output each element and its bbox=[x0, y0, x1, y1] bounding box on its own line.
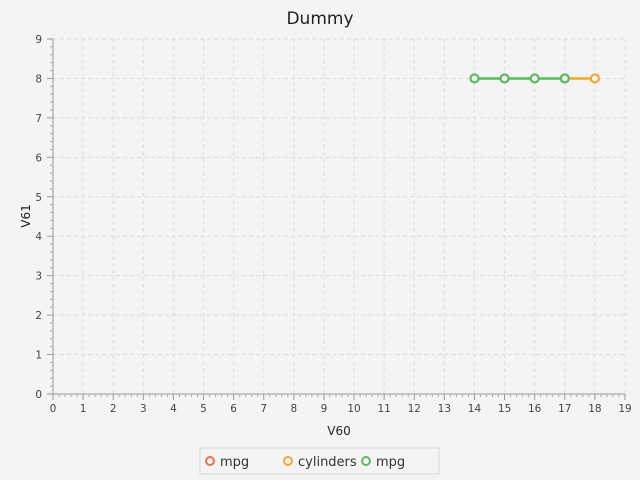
data-point bbox=[469, 73, 480, 84]
x-tick-label: 16 bbox=[528, 403, 542, 415]
y-tick-label: 7 bbox=[35, 113, 42, 125]
x-tick-label: 9 bbox=[321, 403, 328, 415]
legend-marker bbox=[283, 456, 293, 466]
data-point bbox=[559, 73, 570, 84]
x-tick-label: 10 bbox=[347, 403, 360, 415]
x-tick-label: 1 bbox=[80, 403, 87, 415]
y-tick-label: 6 bbox=[35, 152, 42, 164]
x-axis-label: V60 bbox=[327, 424, 350, 438]
y-tick-label: 1 bbox=[35, 350, 42, 362]
x-tick-label: 6 bbox=[230, 403, 237, 415]
chart-title: Dummy bbox=[286, 9, 353, 29]
y-axis-label: V61 bbox=[19, 204, 33, 227]
data-point bbox=[589, 73, 600, 84]
y-tick-label: 2 bbox=[35, 310, 42, 322]
legend: mpg cylinders mpg bbox=[199, 447, 440, 475]
x-tick-label: 3 bbox=[140, 403, 147, 415]
x-tick-label: 11 bbox=[377, 403, 390, 415]
x-tick-label: 8 bbox=[290, 403, 297, 415]
y-tick-label: 5 bbox=[35, 192, 42, 204]
y-tick-label: 0 bbox=[35, 389, 42, 401]
data-point bbox=[499, 73, 510, 84]
x-tick-label: 14 bbox=[468, 403, 482, 415]
legend-box bbox=[199, 447, 440, 475]
x-tick-label: 7 bbox=[260, 403, 267, 415]
series-group bbox=[469, 73, 600, 84]
x-tick-label: 0 bbox=[50, 403, 57, 415]
y-tick-label: 9 bbox=[35, 34, 42, 46]
y-tick-label: 8 bbox=[35, 73, 42, 85]
x-tick-label: 2 bbox=[110, 403, 117, 415]
x-tick-label: 5 bbox=[200, 403, 207, 415]
x-tick-label: 19 bbox=[618, 403, 631, 415]
legend-entry-label: mpg bbox=[220, 455, 249, 470]
legend-marker bbox=[361, 456, 371, 466]
x-tick-label: 17 bbox=[558, 403, 571, 415]
legend-marker bbox=[205, 456, 215, 466]
plot-area bbox=[53, 39, 625, 394]
legend-entry-label: cylinders bbox=[298, 455, 357, 470]
x-tick-label: 18 bbox=[588, 403, 601, 415]
y-tick-label: 4 bbox=[35, 231, 42, 243]
x-tick-label: 13 bbox=[438, 403, 451, 415]
x-tick-label: 15 bbox=[498, 403, 511, 415]
x-tick-label: 12 bbox=[408, 403, 421, 415]
x-tick-label: 4 bbox=[170, 403, 177, 415]
legend-entry-label: mpg bbox=[376, 455, 405, 470]
y-tick-label: 3 bbox=[35, 271, 42, 283]
data-point bbox=[529, 73, 540, 84]
